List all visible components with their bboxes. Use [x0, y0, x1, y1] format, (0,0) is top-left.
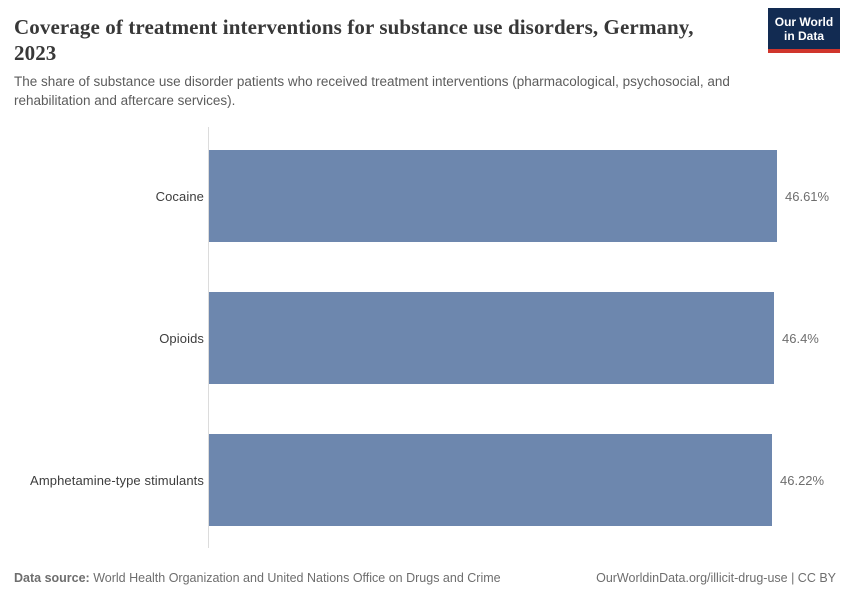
data-source-text: World Health Organization and United Nat…	[89, 571, 501, 585]
y-axis-line	[208, 127, 209, 548]
chart-title: Coverage of treatment interventions for …	[14, 15, 694, 65]
owid-logo[interactable]: Our World in Data	[768, 8, 840, 53]
value-label: 46.4%	[782, 330, 819, 346]
credit-link[interactable]: OurWorldinData.org/illicit-drug-use | CC…	[596, 571, 836, 585]
category-label: Opioids	[159, 330, 204, 346]
bar-amphetamine-type-stimulants[interactable]	[209, 434, 772, 526]
data-source-label: Data source:	[14, 571, 90, 585]
chart-subtitle: The share of substance use disorder pati…	[14, 74, 730, 108]
bar-row: Opioids 46.4%	[0, 292, 850, 384]
chart-footer: Data source: World Health Organization a…	[14, 570, 836, 586]
data-source: Data source: World Health Organization a…	[14, 570, 501, 586]
category-label: Cocaine	[155, 188, 204, 204]
value-label: 46.22%	[780, 472, 825, 488]
bar-row: Amphetamine-type stimulants 46.22%	[0, 434, 850, 526]
category-label: Amphetamine-type stimulants	[30, 472, 204, 488]
bar-cocaine[interactable]	[209, 150, 777, 242]
bar-row: Cocaine 46.61%	[0, 150, 850, 242]
bar-opioids[interactable]	[209, 292, 774, 384]
value-label: 46.61%	[785, 188, 830, 204]
owid-logo-line1: Our World	[774, 14, 834, 29]
owid-logo-line2: in Data	[783, 28, 824, 43]
